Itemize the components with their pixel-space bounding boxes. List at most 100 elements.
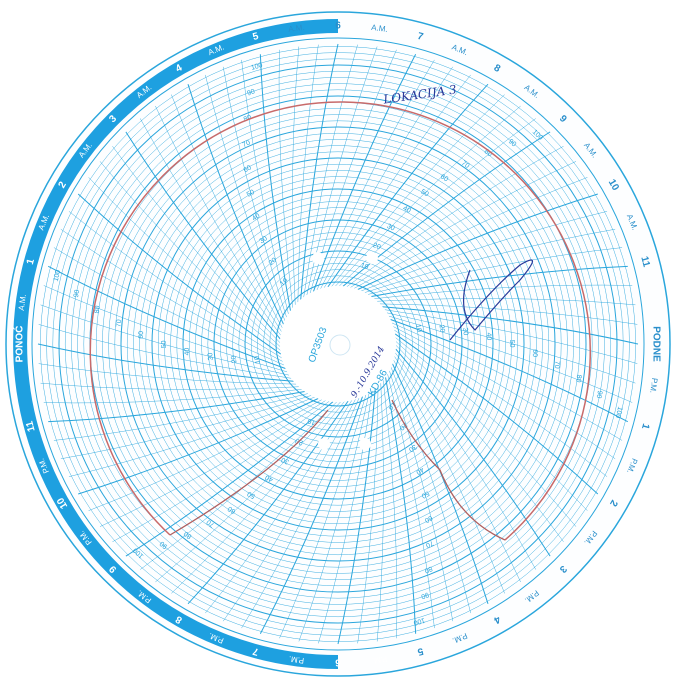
scale-label: 80 bbox=[243, 114, 253, 123]
scale-label: 50 bbox=[246, 189, 256, 199]
scale-label: 20 bbox=[230, 355, 238, 364]
time-line bbox=[377, 298, 636, 306]
ring bbox=[77, 83, 599, 605]
scale-label: 70 bbox=[242, 139, 252, 149]
scale-label: 10 bbox=[307, 417, 317, 426]
time-line bbox=[303, 44, 358, 298]
scale-label: 60 bbox=[439, 173, 449, 183]
ring bbox=[157, 163, 519, 525]
time-line bbox=[171, 401, 345, 594]
time-line bbox=[390, 319, 629, 423]
time-line bbox=[171, 94, 283, 328]
center-hole bbox=[329, 334, 351, 356]
scale-label: 30 bbox=[407, 443, 417, 453]
period-label: P.M. bbox=[288, 654, 304, 665]
hour-label: 7 bbox=[416, 31, 425, 43]
hour-label: 6 bbox=[335, 656, 341, 667]
scale-label: 50 bbox=[420, 489, 430, 499]
time-line bbox=[68, 396, 315, 477]
ring bbox=[207, 213, 469, 475]
ring bbox=[263, 269, 413, 419]
ring bbox=[201, 207, 475, 481]
hour-label: PONOĆ bbox=[13, 326, 26, 363]
time-line bbox=[139, 118, 281, 336]
time-line bbox=[292, 46, 300, 305]
ring bbox=[226, 232, 450, 456]
scale-label: 100 bbox=[614, 406, 624, 419]
time-line bbox=[316, 59, 435, 291]
ring bbox=[108, 114, 568, 574]
scale-label: 20 bbox=[438, 324, 446, 333]
time-line bbox=[298, 392, 370, 642]
scale-label: 60 bbox=[531, 349, 538, 357]
hour-label: 11 bbox=[638, 255, 651, 268]
time-line bbox=[140, 401, 337, 570]
time-line bbox=[53, 247, 285, 366]
time-line bbox=[37, 343, 294, 382]
ring bbox=[71, 77, 605, 611]
time-line bbox=[259, 396, 363, 635]
time-line bbox=[392, 363, 489, 604]
scale-label: 70 bbox=[553, 360, 561, 369]
hour-label: 11 bbox=[24, 419, 37, 432]
scale-label: 30 bbox=[258, 235, 268, 245]
time-line bbox=[337, 388, 376, 645]
pin-hole bbox=[312, 252, 324, 264]
time-line bbox=[60, 229, 283, 362]
time-line bbox=[68, 211, 282, 358]
time-line bbox=[393, 326, 616, 459]
time-line bbox=[379, 303, 638, 325]
time-line bbox=[320, 66, 453, 289]
ring bbox=[83, 89, 593, 599]
hour-label: 5 bbox=[416, 645, 425, 657]
scale-label: 50 bbox=[161, 340, 168, 348]
scale-label: 40 bbox=[184, 347, 191, 355]
scale-label: 80 bbox=[183, 530, 194, 540]
scale-label: 20 bbox=[268, 257, 279, 267]
ring bbox=[213, 219, 463, 469]
time-line bbox=[394, 333, 599, 495]
time-line bbox=[40, 304, 290, 376]
pin-hole bbox=[318, 438, 330, 450]
ring bbox=[176, 182, 500, 506]
time-line bbox=[331, 94, 505, 287]
time-line bbox=[313, 53, 417, 292]
scale-label: 90 bbox=[159, 539, 170, 549]
time-line bbox=[335, 105, 521, 287]
scale-label: 90 bbox=[595, 390, 603, 399]
grid bbox=[13, 19, 645, 669]
ring bbox=[46, 52, 630, 636]
scale-label: 20 bbox=[372, 242, 382, 251]
ring bbox=[114, 120, 562, 568]
time-line bbox=[388, 315, 633, 403]
ring bbox=[64, 70, 612, 618]
time-line bbox=[376, 383, 384, 642]
time-line bbox=[279, 394, 367, 639]
time-line bbox=[361, 211, 608, 292]
time-line bbox=[395, 352, 537, 570]
ring bbox=[120, 126, 556, 562]
time-line bbox=[241, 397, 360, 629]
scale-label: 100 bbox=[250, 62, 263, 72]
hour-label: 4 bbox=[491, 613, 502, 626]
time-line bbox=[38, 363, 297, 385]
time-line bbox=[368, 247, 623, 295]
scale-label: 40 bbox=[402, 205, 412, 215]
time-line bbox=[259, 54, 291, 311]
time-line bbox=[346, 145, 564, 287]
scale-label: 40 bbox=[415, 465, 425, 475]
time-line bbox=[350, 161, 577, 288]
time-line bbox=[394, 330, 608, 477]
scale-label: 40 bbox=[485, 332, 492, 340]
time-line bbox=[354, 177, 588, 289]
scale-label: 10 bbox=[360, 262, 370, 271]
hour-label: 10 bbox=[55, 495, 70, 511]
time-line bbox=[48, 391, 305, 423]
scale-label: 70 bbox=[460, 160, 470, 170]
time-line bbox=[357, 385, 379, 644]
scale-label: 60 bbox=[243, 164, 253, 174]
scale-label: 10 bbox=[414, 324, 422, 333]
time-line bbox=[318, 390, 373, 644]
time-line bbox=[88, 177, 281, 351]
